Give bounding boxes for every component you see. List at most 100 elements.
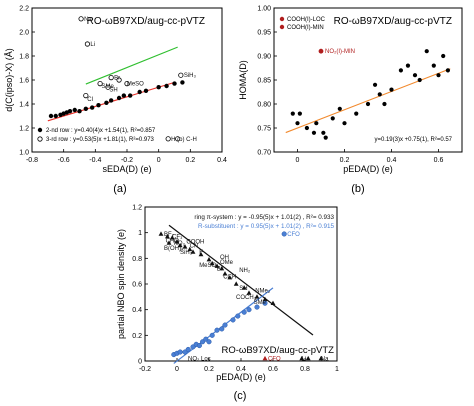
panel-a-xtick-label: -0.4 <box>89 157 101 164</box>
panel-a-point-label: SH <box>109 88 117 94</box>
panel-c-point-label: NO₂ Loc <box>188 356 211 362</box>
legend-cooh-min-marker <box>279 24 285 30</box>
legend-ring-pi-system: ring π-system : y = -0.95(5)x + 1.01(2) … <box>194 214 334 221</box>
panel-a-point-2nd-row <box>89 105 95 110</box>
panel-b-xtick-label: 0.6 <box>434 157 444 164</box>
panel-b-xlabel: pEDA(D) (e) <box>343 164 393 174</box>
panel-c-point-ring <box>246 290 252 295</box>
panel-b-xtick-label: 0 <box>296 157 300 164</box>
panel-c-legend: ring π-system : y = -0.95(5)x + 1.01(2) … <box>194 214 334 230</box>
panel-c-point-substituent <box>214 327 220 333</box>
panel-c-ytick-label: 0 <box>138 359 142 366</box>
panel-c-point-ring <box>187 246 193 252</box>
panel-a-ytick-label: 1.4 <box>19 102 29 109</box>
panel-a-point-3rd-row <box>83 93 89 99</box>
panel-a-point-2nd-row <box>164 83 169 89</box>
panel-c-ytick-label: 0.2 <box>132 333 142 340</box>
panel-c-point-ring <box>182 244 188 249</box>
panel-b-ytick-label: 0.70 <box>257 150 271 157</box>
panel-c-point-label: NO₂ <box>174 241 186 247</box>
panel-a-ytick-label: 1.0 <box>19 150 29 157</box>
panel-a-point-2nd-row <box>48 113 54 119</box>
panel-a-point-label: H (o) C-H <box>171 137 197 143</box>
panel-b-label: (b) <box>351 183 364 195</box>
panel-c-point-ring <box>158 231 164 236</box>
panel-a-point-2nd-row <box>67 109 73 114</box>
panel-a-point-3rd-row <box>105 84 111 90</box>
panel-c: -0.2 0 0.2 0.4 0.6 0.8 100.20.40.60.811.2 part… <box>116 205 339 403</box>
panel-b-ticks: 0 0.2 0.4 0.6 0.70 0.75 0.80 0.85 0.90 0.95 1.00 <box>257 6 443 165</box>
panel-c-point-label: CN <box>190 244 199 250</box>
panel-c-xtick-label: 0.4 <box>236 366 246 373</box>
panel-b-point <box>304 125 309 131</box>
panel-c-point-label: CCH <box>223 274 236 280</box>
panel-c-point-substituent <box>281 231 287 237</box>
panel-a-point-2nd-row <box>137 89 142 95</box>
panel-c-point-substituent <box>185 346 191 353</box>
panel-b-fit-annotation: y=0.19(3)x +0.75(1), R²=0.57 <box>374 137 452 143</box>
panel-c-point-ring <box>198 251 204 257</box>
panel-c-plot-frame <box>144 206 338 362</box>
panel-b-point <box>314 121 319 126</box>
panel-c-point-ring <box>177 242 183 248</box>
panel-a-point-2nd-row <box>108 98 114 103</box>
panel-c-point-ring <box>254 294 260 299</box>
panel-a-title: RO-ωB97XD/aug-cc-pVTZ <box>87 16 205 27</box>
panel-b-ytick-label: 0.90 <box>257 54 271 61</box>
panel-a-point-label: SiH₃ <box>184 73 197 79</box>
panel-c-xtick-label: -0.2 <box>139 366 151 373</box>
panel-a-point-3rd-row <box>116 77 122 83</box>
panel-b-point <box>436 73 441 78</box>
panel-c-ytick-label: 0.6 <box>132 282 142 289</box>
panel-b-point <box>342 121 347 126</box>
panel-a-xtick-label: -0.8 <box>26 157 38 164</box>
panel-c-point-label: COCH₃ <box>236 295 257 301</box>
panel-a-ytick-label: 2.2 <box>19 6 29 13</box>
panel-b-point <box>412 73 418 78</box>
panel-c-point-ring <box>214 263 220 268</box>
panel-b-point-label: NO₂(I)-MIN <box>325 49 355 55</box>
panel-c-point-label: COOH <box>186 240 204 246</box>
panel-c-xtick-label: 0.8 <box>300 366 310 373</box>
panel-c-point-label: CF₃ <box>172 235 183 241</box>
panel-a-fit-line <box>85 46 178 85</box>
panel-a-point-2nd-row <box>156 85 161 90</box>
panel-a-xtick-label: -0.2 <box>121 157 133 164</box>
panel-a-point-2nd-row <box>143 88 149 94</box>
panel-c-point-substituent <box>235 313 241 319</box>
panel-b-fit-line <box>285 68 451 134</box>
panel-c-point-substituent <box>254 304 260 310</box>
panel-c-point-ring <box>262 296 268 302</box>
panel-a-point-3rd-row <box>108 75 114 81</box>
panel-c-label: (c) <box>234 390 247 402</box>
panel-a-point-2nd-row <box>53 113 58 119</box>
legend-cooh-loc: COOH(I)-LOC <box>287 17 326 23</box>
panel-a-point-2nd-row <box>172 81 177 86</box>
panel-c-point-ring <box>318 355 324 361</box>
panel-b-point <box>431 63 436 68</box>
panel-c-point-substituent <box>230 317 236 323</box>
panel-a-ytick-label: 2.0 <box>19 30 29 37</box>
panel-b-xtick-label: 0.2 <box>340 157 350 164</box>
panel-b-highlight-point <box>318 48 324 54</box>
panel-a-point-3rd-row <box>178 72 184 78</box>
panel-c-point-ring <box>166 240 172 245</box>
panel-c-point-substituent <box>262 300 268 306</box>
panel-c-point-ring <box>165 233 170 239</box>
panel-c-point-ring <box>174 239 180 244</box>
panel-b-point <box>295 121 300 126</box>
panel-a-ticks: -0.8 -0.6 -0.4 -0.2 0 0.2 0.4 1.0 1.2 1.4 1.6 1.8 2.… <box>19 6 227 165</box>
panel-b-point <box>377 92 382 97</box>
panel-c-point-substituent <box>246 307 252 313</box>
panel-a-point-2nd-row <box>104 100 109 106</box>
panel-b-ytick-label: 0.85 <box>257 78 271 85</box>
panel-c-point-substituent <box>177 349 183 355</box>
panel-c-ticks: -0.2 0 0.2 0.4 0.6 0.8 100.20.40.60.811.2 <box>132 205 339 374</box>
legend-3rd-row: 3-rd row : y=0.53(5)x +1.81(1), R²=0.973 <box>46 137 155 143</box>
panel-a-xtick-label: -0.6 <box>58 157 70 164</box>
panel-a-point-2nd-row <box>180 80 185 85</box>
panel-c-point-label: SMe <box>254 300 267 306</box>
panel-c-point-label: CHO <box>166 238 180 244</box>
panel-c-point-label: B(OH)₂ <box>164 246 184 252</box>
